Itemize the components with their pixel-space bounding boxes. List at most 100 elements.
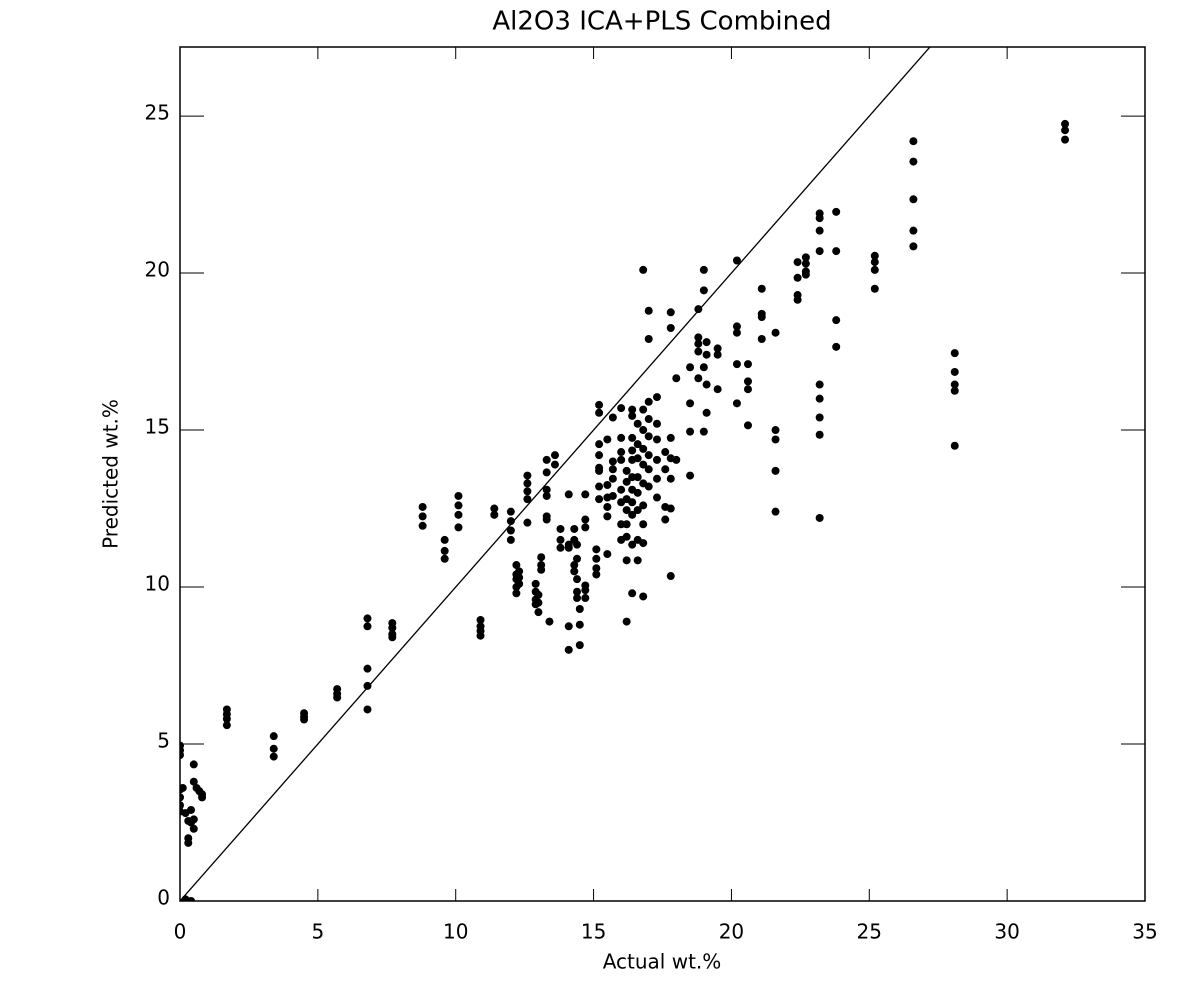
point	[628, 473, 637, 482]
point	[950, 386, 959, 395]
point	[661, 465, 670, 474]
point	[832, 342, 841, 351]
point	[694, 347, 703, 356]
point	[832, 316, 841, 325]
point	[639, 592, 648, 601]
point	[628, 540, 637, 549]
point	[512, 589, 521, 598]
point	[666, 324, 675, 333]
point	[713, 350, 722, 359]
point	[512, 561, 521, 570]
x-tick-label: 10	[443, 920, 468, 944]
point	[672, 455, 681, 464]
point	[570, 567, 579, 576]
point	[633, 556, 642, 565]
point	[592, 545, 601, 554]
point	[608, 491, 617, 500]
point	[699, 286, 708, 295]
point	[573, 554, 582, 563]
point	[476, 631, 485, 640]
point	[652, 474, 661, 483]
point	[180, 793, 184, 802]
point	[652, 419, 661, 428]
point	[870, 258, 879, 267]
point	[622, 532, 631, 541]
point	[564, 622, 573, 631]
point	[628, 510, 637, 519]
point	[743, 385, 752, 394]
point	[506, 526, 515, 535]
point	[581, 594, 590, 603]
point	[550, 460, 559, 469]
point	[713, 344, 722, 353]
point	[515, 573, 524, 582]
point	[542, 485, 551, 494]
point	[622, 520, 631, 529]
point	[564, 645, 573, 654]
point	[617, 520, 626, 529]
point	[743, 360, 752, 369]
point	[595, 482, 604, 491]
point	[189, 815, 198, 824]
point	[537, 553, 546, 562]
point	[666, 474, 675, 483]
point	[523, 487, 532, 496]
point	[815, 226, 824, 235]
point	[534, 590, 543, 599]
point	[633, 488, 642, 497]
point	[644, 306, 653, 315]
point	[542, 491, 551, 500]
point	[628, 498, 637, 507]
point	[622, 556, 631, 565]
point	[815, 413, 824, 422]
point	[515, 579, 524, 588]
point	[672, 374, 681, 383]
point	[222, 721, 231, 730]
y-tick-label: 25	[145, 101, 170, 125]
identity-line	[180, 47, 931, 901]
point	[269, 744, 278, 753]
point	[628, 446, 637, 455]
point	[534, 598, 543, 607]
point	[189, 760, 198, 769]
point	[757, 284, 766, 293]
point	[189, 777, 198, 786]
point	[418, 512, 427, 521]
point	[815, 380, 824, 389]
point	[771, 328, 780, 337]
point	[184, 838, 193, 847]
point	[388, 623, 397, 632]
y-tick-label: 20	[145, 258, 170, 282]
point	[644, 334, 653, 343]
point	[771, 435, 780, 444]
point	[666, 572, 675, 581]
point	[608, 474, 617, 483]
point	[801, 259, 810, 268]
point	[363, 681, 372, 690]
x-tick-label: 15	[581, 920, 606, 944]
point	[418, 521, 427, 530]
point	[815, 513, 824, 522]
point	[771, 507, 780, 516]
point	[180, 801, 184, 810]
point	[603, 502, 612, 511]
point	[300, 715, 309, 724]
point	[595, 440, 604, 449]
point	[832, 207, 841, 216]
point	[666, 504, 675, 513]
point	[713, 385, 722, 394]
point	[556, 543, 565, 552]
point	[622, 477, 631, 486]
point	[617, 433, 626, 442]
point	[608, 457, 617, 466]
point	[832, 247, 841, 256]
point	[771, 426, 780, 435]
point	[542, 455, 551, 464]
point	[652, 493, 661, 502]
point	[801, 253, 810, 262]
point	[732, 399, 741, 408]
point	[603, 435, 612, 444]
point	[545, 617, 554, 626]
point	[180, 751, 184, 760]
point	[198, 793, 207, 802]
